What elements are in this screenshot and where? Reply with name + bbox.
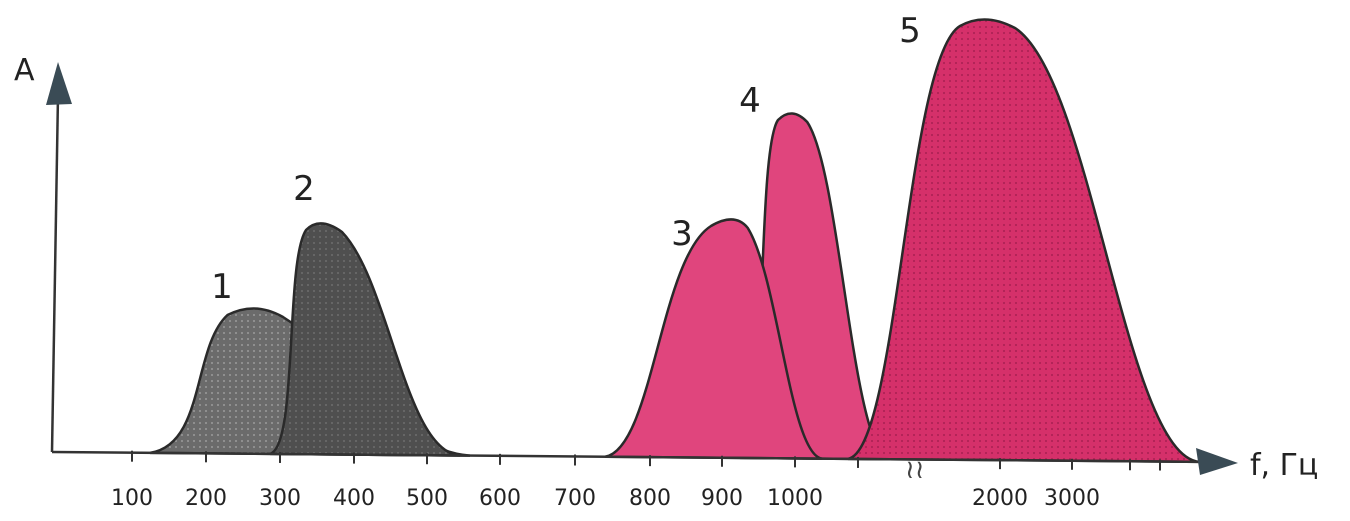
x-tick-label: 700 xyxy=(554,486,596,511)
y-axis-arrow-icon xyxy=(46,62,72,105)
x-tick-label: 600 xyxy=(479,486,521,511)
x-tick-label: 3000 xyxy=(1044,486,1100,511)
x-tick-label: 100 xyxy=(111,486,153,511)
series-label-1: 1 xyxy=(211,267,233,307)
x-tick-label: 300 xyxy=(259,486,301,511)
x-axis-line xyxy=(51,450,1216,464)
x-axis-title: f, Гц xyxy=(1250,448,1318,483)
x-tick-label: 800 xyxy=(629,486,671,511)
series-labels: 1 2 3 4 5 xyxy=(211,11,921,307)
x-axis-arrow-icon xyxy=(1196,448,1238,475)
x-tick-label: 400 xyxy=(333,486,375,511)
series-label-5: 5 xyxy=(899,11,921,51)
x-tick-label: 900 xyxy=(701,486,743,511)
curve-2 xyxy=(269,222,461,457)
x-tick-labels: 100 200 300 400 500 600 700 800 900 1000 2000 3000 xyxy=(111,486,1100,511)
x-tick-label: 2000 xyxy=(972,486,1028,511)
curve-5 xyxy=(847,18,1201,464)
x-ticks xyxy=(131,450,1161,471)
axes-layer: ≀≀ xyxy=(46,62,1238,485)
x-tick-label: 1000 xyxy=(767,486,823,511)
series-label-3: 3 xyxy=(671,214,693,254)
y-axis-line xyxy=(50,94,60,453)
x-tick-label: 500 xyxy=(406,486,448,511)
series-label-4: 4 xyxy=(739,81,761,121)
y-axis-title: A xyxy=(14,53,35,88)
x-tick-label: 200 xyxy=(185,486,227,511)
series-label-2: 2 xyxy=(293,169,315,209)
curve-3 xyxy=(604,218,823,460)
axis-break-icon: ≀≀ xyxy=(905,455,925,485)
curves-layer xyxy=(149,18,1201,464)
